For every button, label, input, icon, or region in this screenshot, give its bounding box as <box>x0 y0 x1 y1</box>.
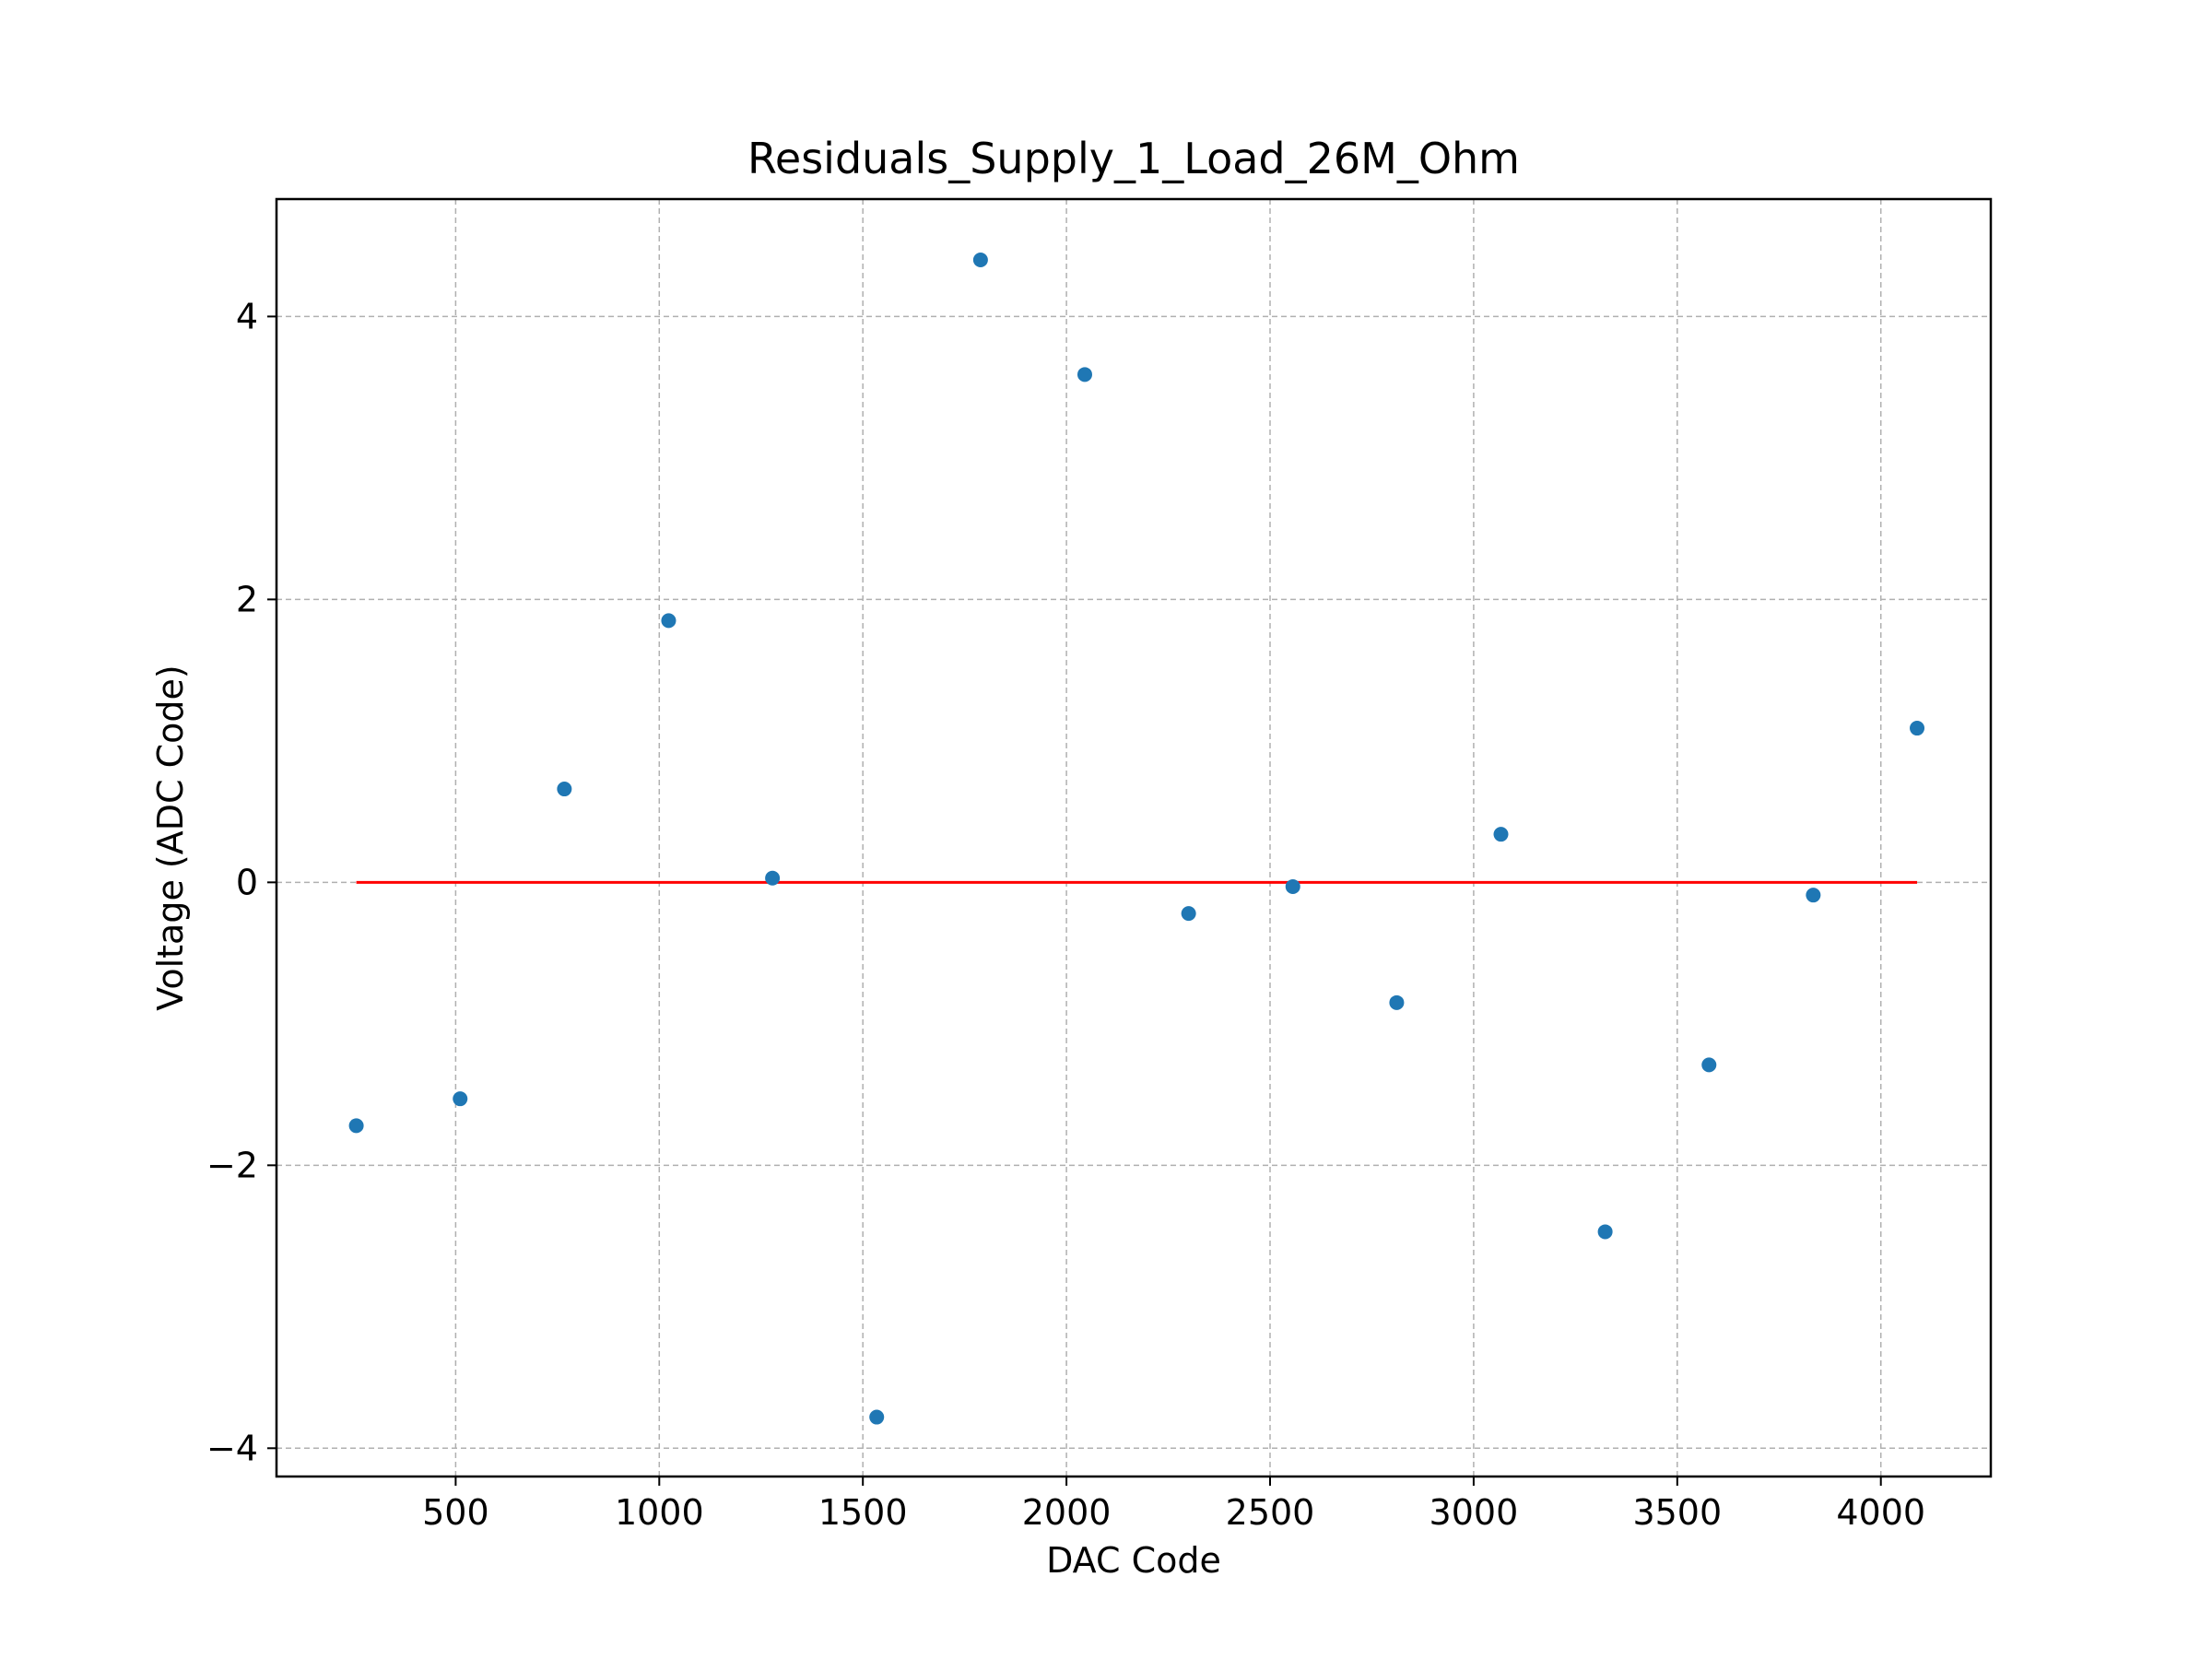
scatter-point <box>765 870 781 886</box>
x-tick-label: 3000 <box>1430 1492 1519 1533</box>
scatter-point <box>869 1409 885 1425</box>
y-tick-label: −4 <box>206 1428 258 1468</box>
scatter-point <box>1910 721 1925 736</box>
scatter-point <box>1597 1224 1613 1240</box>
scatter-point <box>1493 827 1509 842</box>
scatter-point <box>972 253 988 267</box>
scatter-point <box>1701 1057 1717 1073</box>
x-axis-label: DAC Code <box>1046 1540 1221 1581</box>
y-tick-label: −2 <box>206 1145 258 1185</box>
y-tick-label: 4 <box>236 296 258 336</box>
plot-area-background <box>276 199 1991 1477</box>
x-tick-label: 3500 <box>1632 1492 1722 1533</box>
scatter-point <box>1181 906 1196 922</box>
scatter-point <box>1389 994 1405 1010</box>
x-tick-label: 1000 <box>615 1492 704 1533</box>
scatter-point <box>661 613 677 629</box>
scatter-point <box>557 782 572 797</box>
y-tick-label: 0 <box>236 862 258 902</box>
scatter-point <box>1285 878 1300 894</box>
x-tick-label: 1500 <box>818 1492 908 1533</box>
axis-ticks: 500 1000 1500 2000 2500 3000 3500 4000 −4 −2 0 2 4 <box>206 296 1925 1533</box>
scatter-point <box>453 1091 468 1107</box>
plot-frame <box>275 197 1993 1478</box>
data-series <box>348 253 1925 1425</box>
y-axis-label: Voltage (ADC Code) <box>150 665 191 1010</box>
scatter-point <box>1806 888 1821 903</box>
chart-title: Residuals_Supply_1_Load_26M_Ohm <box>747 134 1520 183</box>
x-tick-label: 2500 <box>1226 1492 1315 1533</box>
y-tick-label: 2 <box>236 579 258 619</box>
x-tick-label: 4000 <box>1836 1492 1925 1533</box>
scatter-point <box>348 1118 364 1134</box>
x-tick-label: 500 <box>422 1492 489 1533</box>
scatter-point <box>1077 367 1092 382</box>
x-tick-label: 2000 <box>1022 1492 1112 1533</box>
